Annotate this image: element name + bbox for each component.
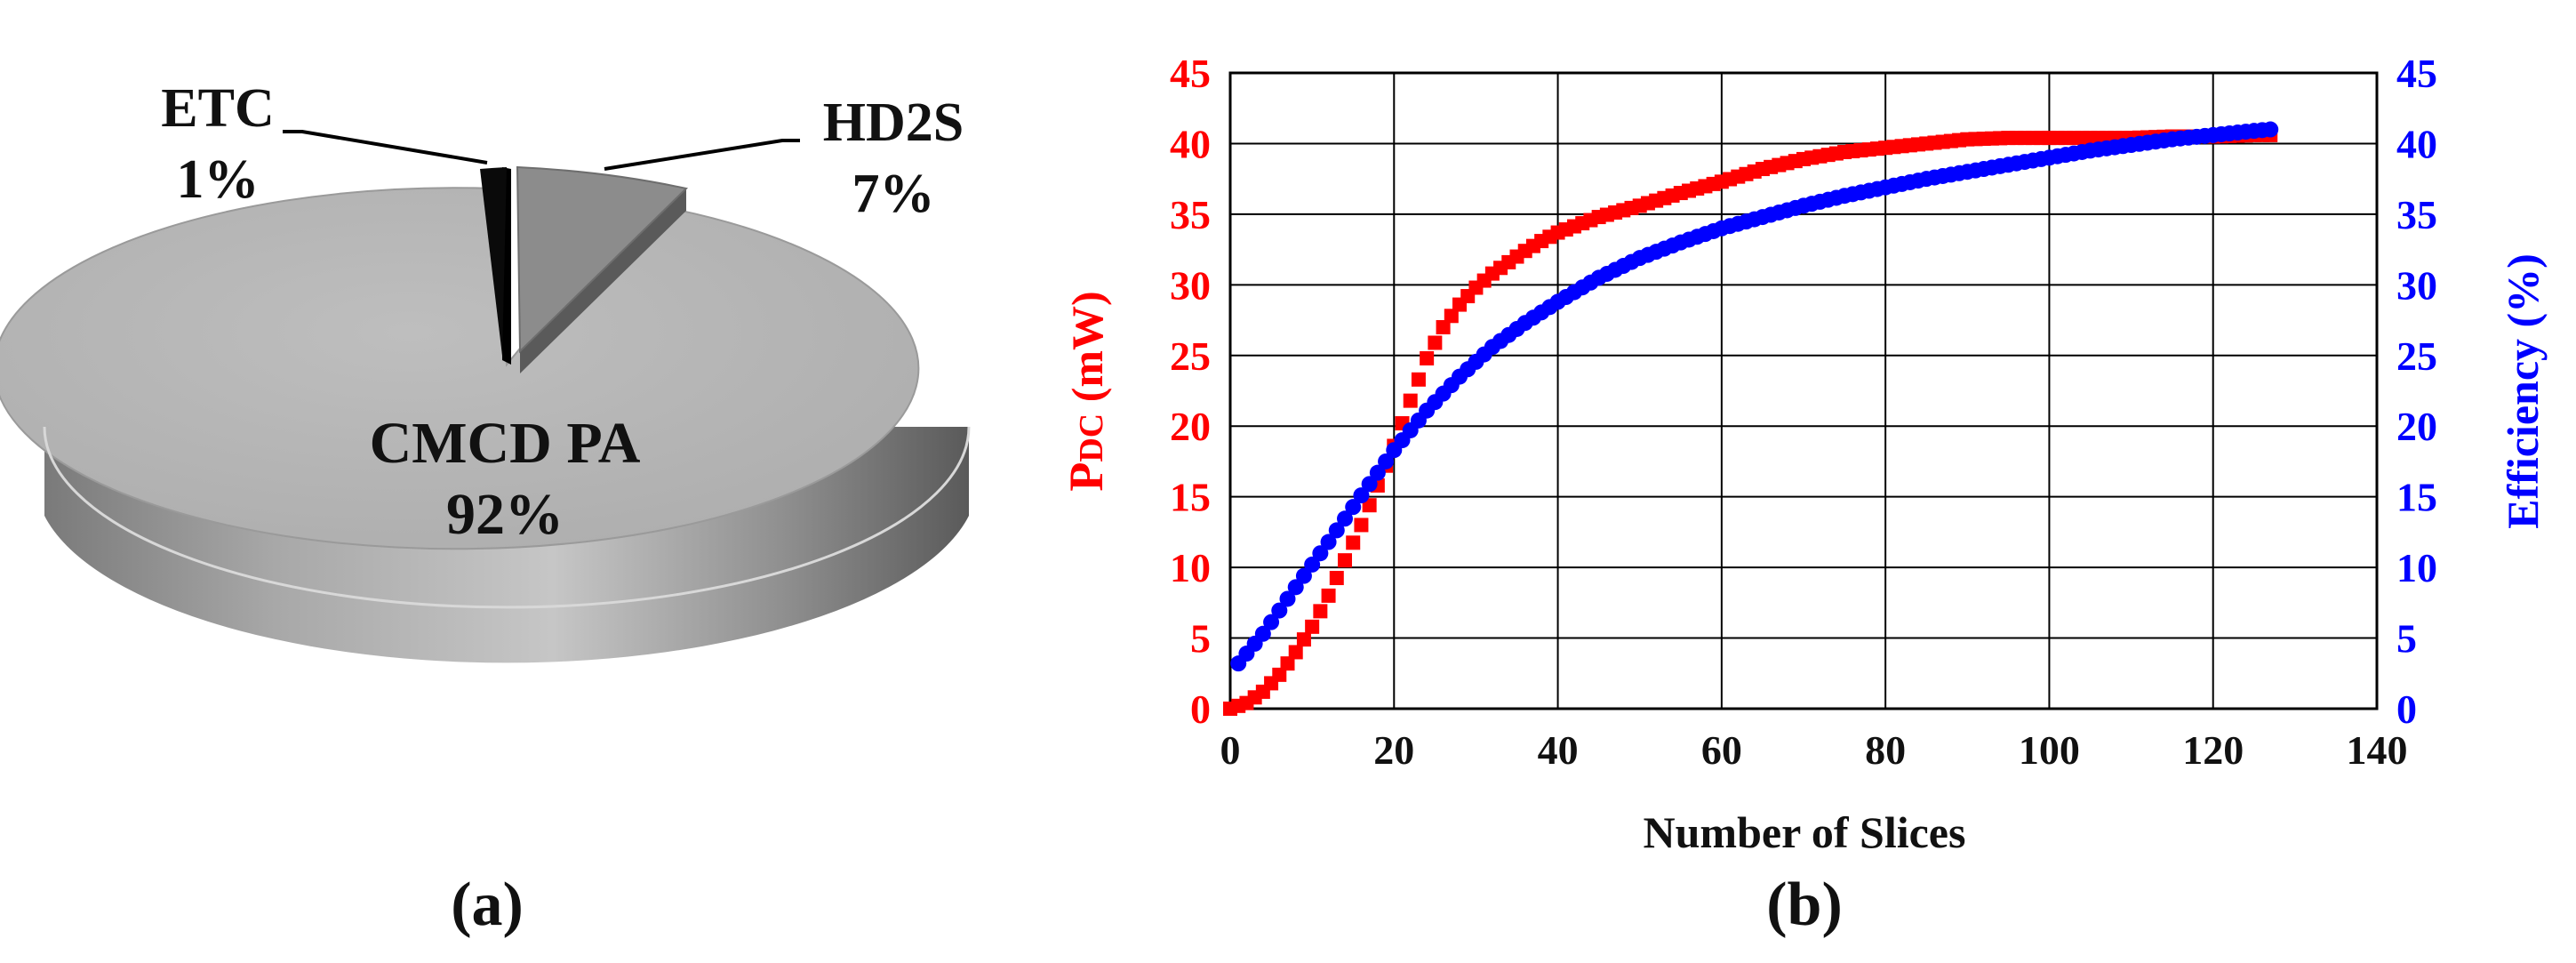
x-tick-label: 100 xyxy=(2019,727,2080,773)
pie-label-cmcd-pa: CMCD PA xyxy=(370,411,641,476)
y-right-tick-label: 35 xyxy=(2396,192,2437,237)
y-left-tick-label: 5 xyxy=(1190,616,1211,662)
efficiency-marker xyxy=(1378,453,1395,469)
efficiency-marker xyxy=(1295,567,1312,584)
pie-value-etc: 1% xyxy=(177,149,260,210)
pdc-marker xyxy=(1428,335,1443,350)
pie-slice-hd2s xyxy=(516,165,689,354)
pie-value-hd2s: 7% xyxy=(852,164,935,224)
pdc-marker xyxy=(1346,535,1361,550)
panel-label-b: (b) xyxy=(1766,871,1843,939)
efficiency-marker xyxy=(1271,602,1288,619)
y-left-axis-label-unit: (mW) xyxy=(1062,291,1112,413)
pie-label-etc: ETC xyxy=(161,78,274,139)
efficiency-marker xyxy=(1287,579,1304,596)
pie-slice-etc xyxy=(480,167,507,356)
x-tick-label: 20 xyxy=(1373,727,1414,773)
pdc-marker xyxy=(1444,309,1459,324)
efficiency-marker xyxy=(2262,121,2279,138)
y-right-tick-label: 15 xyxy=(2396,475,2437,520)
pie-value-cmcd-pa: 92% xyxy=(446,482,564,547)
efficiency-marker xyxy=(1279,590,1296,607)
pie-rim xyxy=(43,426,971,609)
x-tick-label: 0 xyxy=(1220,727,1241,773)
efficiency-marker xyxy=(1353,487,1370,504)
pdc-marker xyxy=(1313,604,1328,619)
efficiency-marker xyxy=(1345,499,1362,516)
y-left-axis-label-sub: DC xyxy=(1073,413,1110,462)
y-left-tick-label: 30 xyxy=(1170,262,1211,308)
efficiency-marker xyxy=(1254,625,1271,642)
y-right-tick-label: 0 xyxy=(2396,686,2417,732)
y-right-tick-label: 40 xyxy=(2396,121,2437,166)
efficiency-marker xyxy=(1369,464,1386,481)
x-tick-label: 40 xyxy=(1538,727,1579,773)
pie-slice-hd2s-side xyxy=(520,189,686,373)
efficiency-marker xyxy=(1361,476,1378,493)
scatter-chart: 0 5 10 15 20 25 30 35 40 45 0 5 10 15 20 25 30 35 40 45 0 2… xyxy=(1060,51,2548,857)
efficiency-marker xyxy=(1304,556,1321,573)
pdc-marker xyxy=(1420,350,1435,365)
y-left-axis-label: PDC (mW) xyxy=(1060,291,1113,491)
pdc-marker xyxy=(1411,372,1426,387)
pdc-marker xyxy=(1436,320,1451,334)
y-right-tick-label: 10 xyxy=(2396,545,2437,590)
plot-area-border xyxy=(1228,71,2379,710)
pdc-marker xyxy=(1329,571,1344,586)
y-left-tick-label: 20 xyxy=(1170,404,1211,449)
pie-label-hd2s: HD2S xyxy=(823,92,964,153)
efficiency-marker xyxy=(1328,522,1345,539)
efficiency-marker xyxy=(1312,545,1329,562)
y-left-tick-label: 25 xyxy=(1170,333,1211,379)
x-ticks: 0 20 40 60 80 100 120 140 xyxy=(1220,727,2408,773)
x-tick-label: 140 xyxy=(2347,727,2408,773)
pdc-marker xyxy=(1354,518,1369,533)
efficiency-marker xyxy=(1263,614,1280,630)
y-right-ticks: 0 5 10 15 20 25 30 35 40 45 xyxy=(2396,51,2437,732)
y-left-tick-label: 40 xyxy=(1170,121,1211,166)
pie-chart: ETC 1% HD2S 7% CMCD PA 92% xyxy=(0,78,971,663)
y-left-tick-label: 35 xyxy=(1170,192,1211,237)
pdc-marker xyxy=(1280,656,1295,671)
leader-line-etc xyxy=(283,130,488,165)
series-efficiency xyxy=(1230,121,2279,672)
pdc-marker xyxy=(1321,588,1336,603)
y-left-tick-label: 45 xyxy=(1170,51,1211,96)
leader-line-hd2s xyxy=(604,139,800,171)
pdc-marker xyxy=(1403,393,1418,408)
efficiency-marker xyxy=(1320,534,1337,550)
x-tick-label: 120 xyxy=(2182,727,2244,773)
pdc-marker xyxy=(1288,645,1303,660)
y-left-tick-label: 0 xyxy=(1190,686,1211,732)
panel-label-a: (a) xyxy=(451,871,524,939)
x-axis-label: Number of Slices xyxy=(1644,807,1966,857)
y-left-ticks: 0 5 10 15 20 25 30 35 40 45 xyxy=(1170,51,1211,732)
pdc-marker xyxy=(1296,632,1311,647)
chart-grid xyxy=(1229,72,2378,710)
pdc-marker xyxy=(1272,667,1287,682)
y-right-tick-label: 25 xyxy=(2396,333,2437,379)
y-right-tick-label: 20 xyxy=(2396,404,2437,449)
y-right-tick-label: 30 xyxy=(2396,262,2437,308)
x-tick-label: 60 xyxy=(1701,727,1742,773)
y-right-axis-label: Efficiency (%) xyxy=(2498,253,2548,529)
y-right-tick-label: 45 xyxy=(2396,51,2437,96)
pdc-marker xyxy=(1338,553,1352,568)
pdc-marker xyxy=(1305,619,1320,634)
y-left-axis-label-main: P xyxy=(1060,462,1113,492)
y-left-tick-label: 10 xyxy=(1170,545,1211,590)
efficiency-marker xyxy=(1337,510,1353,527)
pie-slice-cmcd-pa xyxy=(0,187,920,550)
x-tick-label: 80 xyxy=(1865,727,1906,773)
y-right-tick-label: 5 xyxy=(2396,616,2417,662)
y-left-tick-label: 15 xyxy=(1170,475,1211,520)
